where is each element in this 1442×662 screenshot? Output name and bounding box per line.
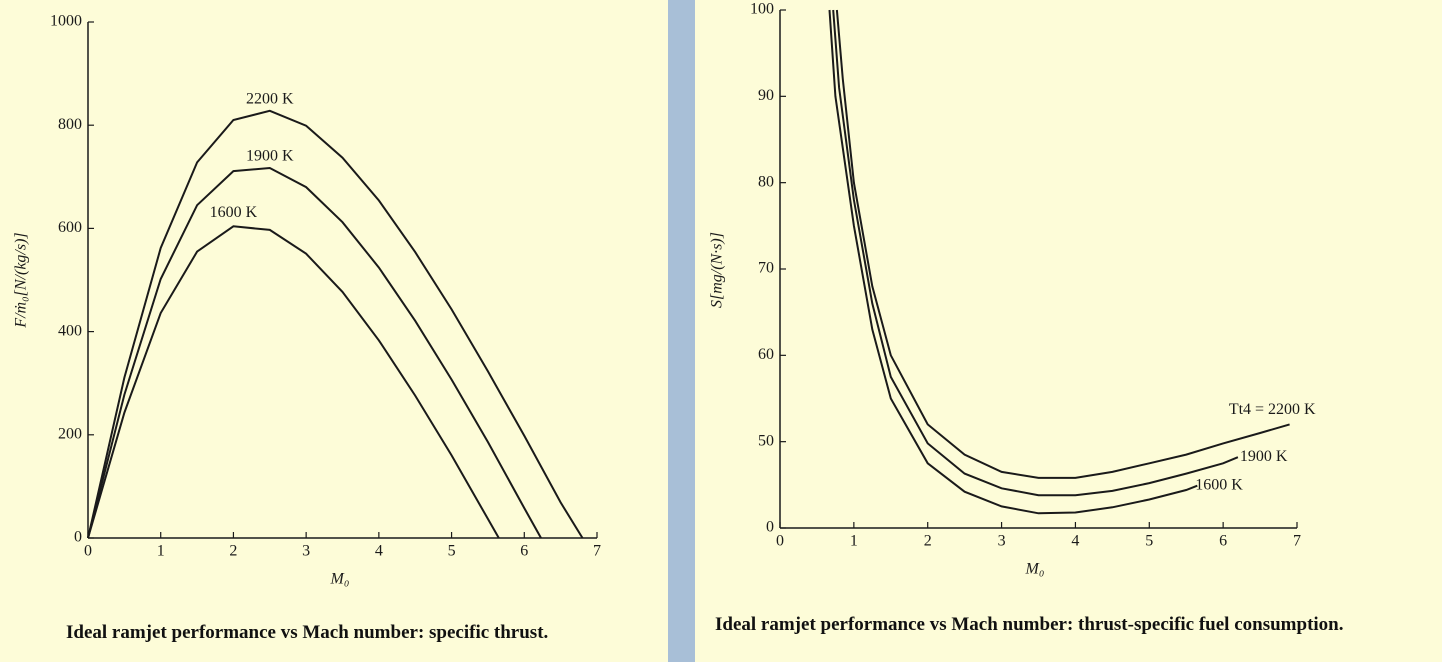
series-label: 1900 K — [246, 148, 294, 165]
y-axis-title: F/ṁ₀[N/(kg/s)] — [13, 232, 30, 328]
x-tick-label: 1 — [157, 543, 165, 560]
x-tick-label: 6 — [520, 543, 528, 560]
y-tick-label: 400 — [58, 322, 82, 339]
series-line — [832, 9, 1239, 497]
caption: Ideal ramjet performance vs Mach number:… — [66, 622, 549, 643]
divider — [668, 0, 695, 662]
x-tick-label: 7 — [1293, 533, 1301, 550]
x-tick-label: 0 — [776, 533, 784, 550]
y-tick-label: 200 — [58, 425, 82, 442]
series-label: 2200 K — [246, 90, 294, 107]
series-line — [87, 166, 542, 539]
x-tick-label: 4 — [375, 543, 383, 560]
x-tick-label: 5 — [448, 543, 456, 560]
x-tick-label: 6 — [1219, 533, 1227, 550]
y-tick-label: 0 — [74, 529, 82, 546]
series-line — [835, 9, 1290, 479]
series-label: 1600 K — [1195, 476, 1243, 493]
caption: Ideal ramjet performance vs Mach number:… — [715, 614, 1344, 635]
x-tick-label: 7 — [593, 543, 601, 560]
y-tick-label: 70 — [758, 260, 774, 277]
series-label: Tt4 = 2200 K — [1229, 401, 1316, 418]
x-tick-label: 2 — [924, 533, 932, 550]
y-tick-label: 90 — [758, 87, 774, 104]
y-axis-title: S[mg/(N·s)] — [709, 232, 726, 308]
y-tick-label: 800 — [58, 116, 82, 133]
x-tick-label: 3 — [302, 543, 310, 560]
y-tick-label: 600 — [58, 219, 82, 236]
series-line — [87, 225, 500, 539]
y-tick-label: 80 — [758, 173, 774, 190]
series-label: 1600 K — [210, 204, 258, 221]
series-line — [828, 9, 1198, 515]
y-tick-label: 1000 — [50, 13, 82, 30]
x-tick-label: 1 — [850, 533, 858, 550]
y-tick-label: 0 — [766, 519, 774, 536]
x-tick-label: 0 — [84, 543, 92, 560]
series-label: 1900 K — [1240, 448, 1288, 465]
x-tick-label: 4 — [1071, 533, 1079, 550]
x-tick-label: 3 — [998, 533, 1006, 550]
y-tick-label: 50 — [758, 432, 774, 449]
x-tick-label: 5 — [1145, 533, 1153, 550]
y-tick-label: 60 — [758, 346, 774, 363]
x-axis-title: M₀ — [1025, 561, 1045, 578]
x-axis-title: M₀ — [330, 571, 350, 588]
x-tick-label: 2 — [229, 543, 237, 560]
series-line — [87, 109, 584, 539]
y-tick-label: 100 — [750, 1, 774, 18]
